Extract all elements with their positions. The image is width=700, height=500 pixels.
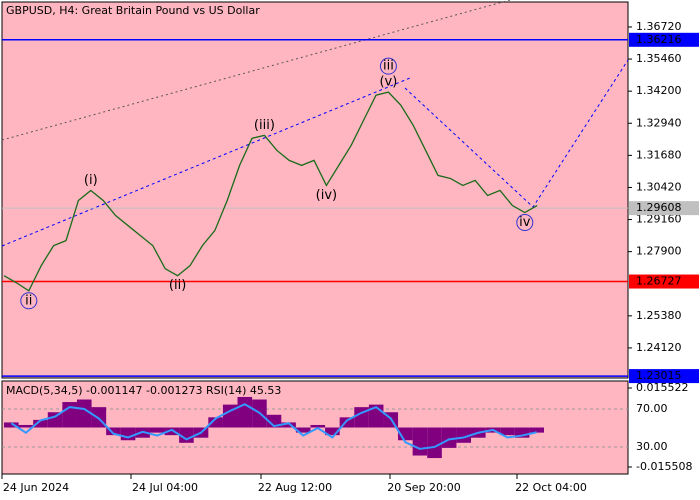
level-box xyxy=(629,32,699,47)
macd-bar xyxy=(310,424,326,428)
macd-bar xyxy=(164,427,180,436)
y-tick-label: 1.25380 xyxy=(636,309,682,322)
macd-bar xyxy=(325,427,340,436)
level-box xyxy=(629,274,699,289)
wave-label: (iii) xyxy=(254,118,275,133)
y-tick-label: 1.24120 xyxy=(636,341,682,354)
macd-bar xyxy=(62,402,77,428)
macd-bar xyxy=(33,419,48,428)
macd-bar xyxy=(47,412,63,428)
wave-label: (iv) xyxy=(316,188,337,203)
x-tick-label: 22 Oct 04:00 xyxy=(515,481,587,494)
level-label: 1.26727 xyxy=(636,275,682,288)
main-panel xyxy=(1,1,629,379)
x-tick-label: 24 Jul 04:00 xyxy=(132,481,198,494)
y-tick-label: 1.32940 xyxy=(636,116,682,129)
macd-bar xyxy=(295,427,311,433)
macd-bar xyxy=(4,422,19,428)
wave-label: iv xyxy=(519,215,531,230)
rsi-line xyxy=(10,403,537,450)
wave-label: ii xyxy=(25,293,32,308)
macd-bar xyxy=(412,427,428,456)
wave-label: (ii) xyxy=(169,278,186,293)
macd-bar xyxy=(441,427,457,448)
macd-bar xyxy=(179,427,194,443)
y2-tick-label: 30.00 xyxy=(636,440,668,453)
wave-label: (i) xyxy=(84,173,98,188)
y-tick-label: 1.30420 xyxy=(636,180,682,193)
macd-bar xyxy=(514,427,530,438)
level-label: 1.23015 xyxy=(636,369,682,382)
x-tick-label: 24 Jun 2024 xyxy=(3,481,69,494)
projection-line xyxy=(404,59,629,208)
macd-bar xyxy=(266,414,282,428)
level-label: 1.36216 xyxy=(636,33,682,46)
x-tick-label: 22 Aug 12:00 xyxy=(258,481,332,494)
wave-label: iii xyxy=(383,59,394,74)
y-tick-label: -0.015508 xyxy=(636,460,692,473)
macd-bar xyxy=(456,427,472,443)
macd-bar xyxy=(18,424,34,428)
macd-bar xyxy=(76,399,92,428)
indicator-title: MACD(5,34,5) -0.001147 -0.001273 RSI(14)… xyxy=(6,384,281,397)
macd-bar xyxy=(500,427,515,436)
macd-bar xyxy=(149,427,165,433)
wave-label: (v) xyxy=(379,75,397,90)
price-line xyxy=(3,91,538,292)
x-tick-label: 20 Sep 20:00 xyxy=(387,481,460,494)
wave-circle xyxy=(379,57,397,75)
y-tick-label: 1.31680 xyxy=(636,148,682,161)
macd-bar xyxy=(281,422,296,428)
y-tick-label: 1.27900 xyxy=(636,245,682,258)
level-box xyxy=(629,369,699,384)
macd-bar xyxy=(237,396,253,428)
macd-bar xyxy=(529,427,544,433)
channel-line xyxy=(1,77,411,247)
y-tick-label: 1.35460 xyxy=(636,52,682,65)
current-price-box xyxy=(629,201,699,216)
macd-bar xyxy=(106,427,121,436)
macd-bar xyxy=(339,417,355,428)
macd-bar xyxy=(208,417,223,428)
macd-bar xyxy=(427,427,442,459)
wave-circle xyxy=(20,292,38,310)
y-tick-label: 1.34200 xyxy=(636,84,682,97)
current-price-label: 1.29608 xyxy=(636,201,682,214)
chart-title: GBPUSD, H4: Great Britain Pound vs US Do… xyxy=(6,4,260,17)
y-tick-label: 1.36720 xyxy=(636,20,682,33)
macd-bar xyxy=(222,404,238,428)
wave-circle xyxy=(516,214,534,232)
y-tick-label: 0.015522 xyxy=(636,381,689,394)
y-tick-label: 1.29160 xyxy=(636,213,682,226)
y2-tick-label: 70.00 xyxy=(636,402,668,415)
